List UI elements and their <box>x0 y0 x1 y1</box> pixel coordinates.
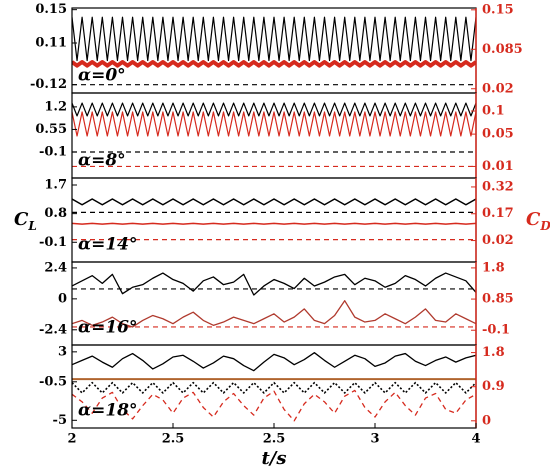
series-line <box>72 381 476 394</box>
series-line <box>72 222 476 225</box>
y2-axis-label-main: C <box>526 209 541 230</box>
series-line <box>72 60 476 68</box>
y2-tick-label: 0.1 <box>482 104 505 119</box>
series-line <box>72 272 476 296</box>
y-axis-label: CL <box>14 209 37 233</box>
x-tick-label: 4 <box>471 432 480 447</box>
plot-area <box>72 16 476 86</box>
y-tick-label: -0.1 <box>39 144 67 159</box>
y-tick-label: 2.4 <box>44 260 67 275</box>
y-tick-label: 1.7 <box>44 178 67 193</box>
y-axis-label-sub: L <box>27 219 36 233</box>
panel-annotation: α=16° <box>78 318 137 338</box>
y2-tick-label: 1.8 <box>482 260 505 275</box>
x-tick-label: 3 <box>370 432 379 447</box>
y-tick-label: 0.15 <box>35 2 67 17</box>
y-tick-label: 3 <box>58 344 67 359</box>
series-line <box>72 389 476 422</box>
plot-area <box>72 352 476 422</box>
y2-tick-label: 0.17 <box>482 206 514 221</box>
y2-tick-label: 0.15 <box>482 2 514 17</box>
series-line <box>72 16 476 62</box>
series-line <box>72 111 476 137</box>
x-tick-label: 2 <box>67 432 76 447</box>
y2-tick-label: 0 <box>482 413 491 428</box>
y-tick-label: 0.8 <box>44 206 67 221</box>
y-tick-label: -2.4 <box>39 322 67 337</box>
y2-tick-label: -0.1 <box>482 323 510 338</box>
plot-area <box>72 102 476 168</box>
panel-annotation: α=14° <box>78 235 137 255</box>
y2-tick-label: 0.32 <box>482 179 514 194</box>
y-tick-label: -0.5 <box>39 374 67 389</box>
y2-tick-label: 0.85 <box>482 292 514 307</box>
y2-tick-label: 1.8 <box>482 345 505 360</box>
y2-tick-label: 0.02 <box>482 233 514 248</box>
panel-frame <box>71 92 477 179</box>
y-tick-label: 0.11 <box>35 36 67 51</box>
y-axis-label-main: C <box>14 209 29 230</box>
series-line <box>72 198 476 206</box>
y2-axis-label: CD <box>526 209 550 233</box>
y-tick-label: 0.55 <box>35 122 67 137</box>
y2-tick-label: 0.01 <box>482 159 514 174</box>
y-tick-label: -0.1 <box>39 235 67 250</box>
y2-tick-label: 0.085 <box>482 42 523 57</box>
plot-area <box>72 198 476 241</box>
panel-annotation: α=18° <box>78 401 137 421</box>
panel-annotation: α=0° <box>78 66 126 86</box>
y2-tick-label: 0.02 <box>482 81 514 96</box>
series-line <box>72 352 476 372</box>
y-tick-label: -5 <box>53 413 67 428</box>
y2-axis-label-sub: D <box>539 219 550 233</box>
series-line <box>72 102 476 117</box>
x-tick-label: 2.5 <box>263 432 286 447</box>
y-tick-label: 0 <box>58 291 67 306</box>
series-line <box>72 300 476 328</box>
y-tick-label: 1.2 <box>44 99 67 114</box>
x-tick-label: 2.5 <box>162 432 185 447</box>
plot-area <box>72 272 476 328</box>
y2-tick-label: 0.9 <box>482 379 505 394</box>
y-tick-label: -0.12 <box>30 77 67 92</box>
x-axis-label: t/s <box>261 448 286 469</box>
y2-tick-label: 0.05 <box>482 127 514 142</box>
panel-annotation: α=8° <box>78 151 126 171</box>
